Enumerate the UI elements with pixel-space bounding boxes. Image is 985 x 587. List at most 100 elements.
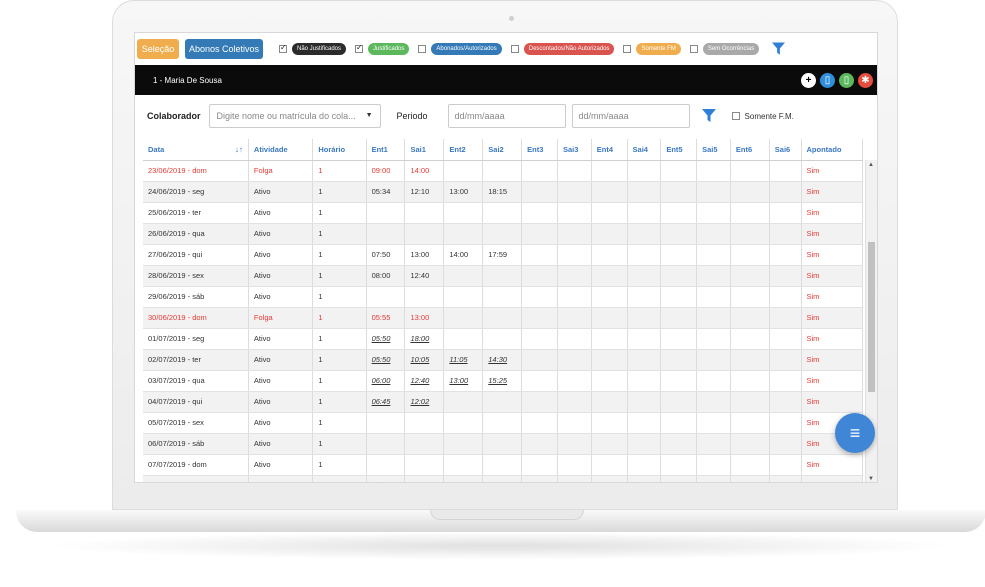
column-header[interactable]: Sai3 [557, 139, 592, 161]
filter-checkbox[interactable] [689, 45, 698, 53]
scrollbar-thumb[interactable] [868, 242, 875, 392]
table-row[interactable]: 07/07/2019 - dom Ativo 1 Sim [143, 454, 863, 476]
column-header[interactable]: Atividade [248, 139, 314, 161]
somente-fm-label: Somente F.M. [744, 111, 794, 121]
column-header[interactable]: Apontado [801, 139, 863, 161]
colaborador-select[interactable]: Digite nome ou matrícula do cola... ▼ [208, 104, 381, 128]
date-to-input[interactable]: dd/mm/aaaa [571, 104, 690, 128]
sort-icon[interactable]: ↓↑ [234, 144, 243, 154]
selection-button[interactable]: Seleção [137, 39, 179, 59]
column-header[interactable]: Data ↓↑ [143, 139, 249, 161]
add-icon[interactable]: + [801, 72, 816, 88]
empty-punch-cell [696, 160, 731, 182]
column-header[interactable]: Sai4 [627, 139, 662, 161]
activity-cell: Ativo [248, 433, 314, 455]
table-row[interactable]: 26/06/2019 - qua Ativo 1 Sim [143, 223, 863, 245]
document-icon[interactable]: ▯ [820, 72, 835, 88]
column-header[interactable]: Ent2 [443, 139, 484, 161]
table-row[interactable]: 06/07/2019 - sáb Ativo 1 Sim [143, 433, 863, 455]
table-row[interactable]: 01/07/2019 - seg Ativo 1 05:50 18:00 Sim [143, 328, 863, 350]
filter-badge[interactable]: Somente FM [636, 43, 681, 55]
filter-badge[interactable]: Justificados [368, 43, 410, 55]
date-from-input[interactable]: dd/mm/aaaa [447, 104, 566, 128]
table-row[interactable]: 04/07/2019 - qui Ativo 1 06:45 12:02 Sim [143, 391, 863, 413]
schedule-cell: 1 [312, 244, 367, 266]
checkbox[interactable] [731, 112, 740, 120]
empty-punch-cell [591, 265, 628, 287]
employee-header: 1 - Maria De Sousa + ▯ ▯ ✱ [135, 65, 877, 95]
scroll-down-icon[interactable]: ▼ [868, 476, 874, 482]
copy-icon[interactable]: ▯ [839, 72, 854, 88]
filter-badge[interactable]: Descontados/Não Autorizados [523, 43, 615, 55]
bug-icon[interactable]: ✱ [858, 72, 873, 88]
table-row[interactable]: 05/07/2019 - sex Ativo 1 Sim [143, 412, 863, 434]
empty-punch-cell [660, 349, 698, 371]
column-header[interactable]: Ent3 [521, 139, 558, 161]
empty-punch-cell [591, 202, 628, 224]
apontado-cell: Sim [801, 223, 863, 245]
punch-cell: 18:00 [404, 328, 445, 350]
column-header[interactable]: Sai1 [404, 139, 445, 161]
schedule-cell: 1 [312, 391, 367, 413]
punch-cell [482, 433, 523, 455]
column-header[interactable]: Ent5 [660, 139, 698, 161]
scroll-up-icon[interactable]: ▲ [868, 162, 874, 168]
punch-cell [443, 454, 484, 476]
table-row[interactable]: 03/07/2019 - qua Ativo 1 06:00 12:40 13:00 15:… [143, 370, 863, 392]
empty-punch-cell [591, 433, 628, 455]
column-header[interactable]: Ent4 [591, 139, 628, 161]
table-row[interactable]: 23/06/2019 - dom Folga 1 09:00 14:00 Sim [143, 160, 863, 182]
punch-cell: 10:05 [404, 349, 445, 371]
punch-cell [482, 265, 523, 287]
column-header[interactable]: Horário [312, 139, 367, 161]
column-header[interactable]: Sai5 [696, 139, 731, 161]
schedule-cell: 1 [312, 202, 367, 224]
table-row[interactable]: 27/06/2019 - qui Ativo 1 07:50 13:00 14:00 17:… [143, 244, 863, 266]
empty-punch-cell [591, 328, 628, 350]
column-header[interactable]: Sai2 [482, 139, 523, 161]
apontado-cell: Sim [801, 307, 863, 329]
filter-checkbox[interactable] [623, 45, 632, 53]
column-header[interactable]: Sai6 [769, 139, 802, 161]
empty-punch-cell [730, 454, 770, 476]
punch-cell [443, 265, 484, 287]
empty-punch-cell [557, 223, 592, 245]
empty-punch-cell [557, 286, 592, 308]
laptop-shadow [40, 532, 960, 560]
filter-icon[interactable] [701, 109, 716, 123]
floating-menu-button[interactable]: ≡ [835, 413, 875, 453]
schedule-cell: 1 [312, 412, 367, 434]
table-row[interactable]: 29/06/2019 - sáb Ativo 1 Sim [143, 286, 863, 308]
empty-punch-cell [557, 475, 592, 482]
punch-cell [366, 454, 406, 476]
punch-cell: 14:30 [482, 349, 523, 371]
filter-badge[interactable]: Sem Ocorrências [702, 43, 760, 55]
table-row[interactable]: 25/06/2019 - ter Ativo 1 Sim [143, 202, 863, 224]
column-header[interactable]: Ent6 [730, 139, 770, 161]
collective-allowances-button[interactable]: Abonos Coletivos [185, 39, 263, 59]
vertical-scrollbar[interactable]: ▲ ▼ [865, 160, 877, 482]
filter-badge[interactable]: Não Justificados [292, 43, 347, 55]
empty-punch-cell [660, 412, 698, 434]
apontado-cell: Sim [801, 202, 863, 224]
table-row[interactable]: 02/07/2019 - ter Ativo 1 05:50 10:05 11:05 14:… [143, 349, 863, 371]
filter-checkbox[interactable] [510, 45, 519, 53]
empty-punch-cell [730, 307, 770, 329]
somente-fm-checkbox[interactable]: Somente F.M. [731, 111, 794, 121]
filter-icon[interactable] [772, 42, 786, 56]
table-row[interactable]: 08/07/2019 - segFolga107:5812:0212:5517:… [143, 475, 863, 482]
table-row[interactable]: 28/06/2019 - sex Ativo 1 08:00 12:40 Sim [143, 265, 863, 287]
table-row[interactable]: 24/06/2019 - seg Ativo 1 05:34 12:10 13:00 18:… [143, 181, 863, 203]
filter-checkbox[interactable] [355, 43, 364, 53]
punch-cell: 14:00 [404, 160, 445, 182]
empty-punch-cell [591, 349, 628, 371]
punch-cell [404, 454, 445, 476]
empty-punch-cell [769, 412, 802, 434]
column-header[interactable]: Ent1 [366, 139, 406, 161]
filter-checkbox[interactable] [418, 45, 427, 53]
filter-checkbox[interactable] [279, 43, 287, 53]
empty-punch-cell [521, 202, 558, 224]
table-row[interactable]: 30/06/2019 - dom Folga 1 05:55 13:00 Sim [143, 307, 863, 329]
empty-punch-cell [730, 265, 770, 287]
filter-badge[interactable]: Abonados/Autorizados [431, 43, 502, 55]
